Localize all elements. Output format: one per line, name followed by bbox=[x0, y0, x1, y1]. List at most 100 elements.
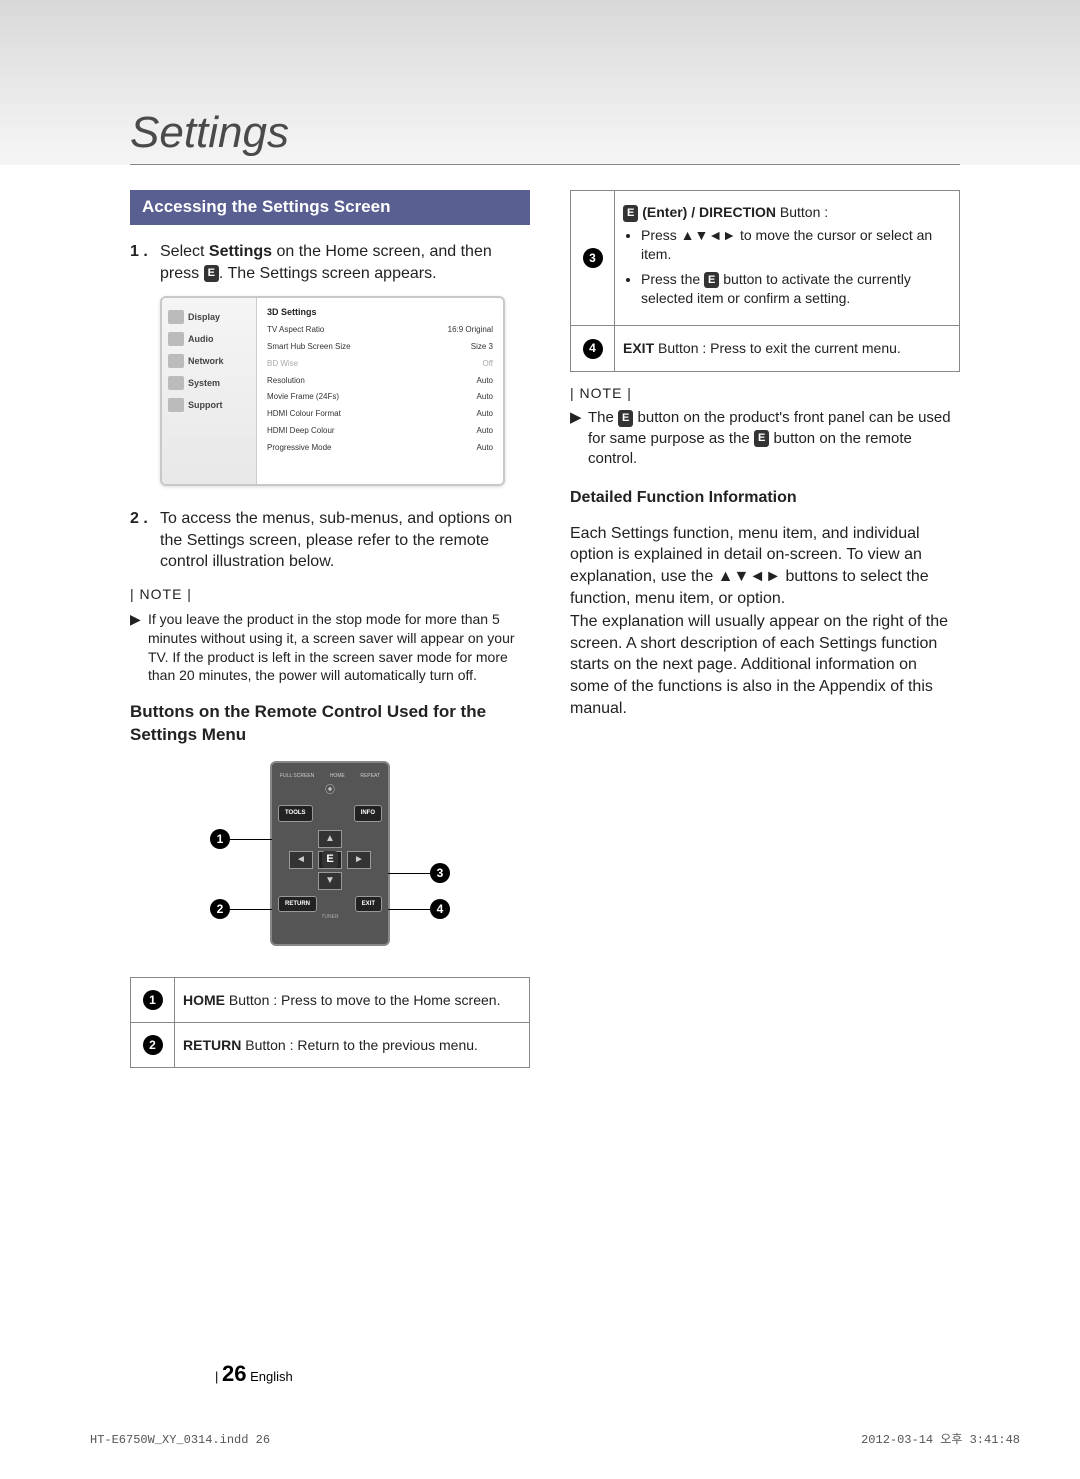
sc-row-8: Progressive Mode Auto bbox=[267, 440, 493, 457]
page-number-value: 26 bbox=[222, 1361, 246, 1386]
sidebar-label-support: Support bbox=[188, 399, 223, 411]
callout-2-line bbox=[230, 909, 272, 910]
return-bold: RETURN bbox=[183, 1037, 241, 1053]
button-table-right: 3 E (Enter) / DIRECTION Button : Press ▲… bbox=[570, 190, 960, 372]
detailed-heading: Detailed Function Information bbox=[570, 487, 960, 509]
numcell-4: 4 bbox=[571, 326, 615, 371]
sc-row-4-value: Auto bbox=[477, 376, 493, 387]
remote-mid-row: TOOLS INFO bbox=[278, 805, 382, 821]
bullet-2: Press the E button to activate the curre… bbox=[641, 270, 951, 308]
sc-row-8-label: Progressive Mode bbox=[267, 443, 331, 454]
step-1: 1 . Select Settings on the Home screen, … bbox=[130, 241, 530, 284]
sc-row-6-label: HDMI Colour Format bbox=[267, 409, 341, 420]
sidebar-label-system: System bbox=[188, 377, 220, 389]
bullet-2-a: Press the bbox=[641, 271, 704, 287]
callout-4-line bbox=[388, 909, 430, 910]
step-2-number: 2 . bbox=[130, 508, 160, 573]
callout-4: 4 bbox=[430, 899, 450, 919]
subhead-remote: Buttons on the Remote Control Used for t… bbox=[130, 701, 530, 747]
enter-icon: E bbox=[704, 272, 719, 289]
sidebar-item-display: Display bbox=[166, 306, 252, 328]
enter-icon: E bbox=[204, 265, 219, 282]
left-column: Accessing the Settings Screen 1 . Select… bbox=[130, 190, 530, 1068]
sc-row-2-value: Size 3 bbox=[471, 342, 493, 353]
page-title: Settings bbox=[130, 108, 960, 165]
button-table-left: 1 HOME Button : Press to move to the Hom… bbox=[130, 977, 530, 1068]
sc-row-7-label: HDMI Deep Colour bbox=[267, 426, 335, 437]
cell-return: RETURN Button : Return to the previous m… bbox=[175, 1023, 530, 1068]
num-badge-1: 1 bbox=[143, 990, 163, 1010]
num-badge-2: 2 bbox=[143, 1035, 163, 1055]
dpad-left-icon: ◄ bbox=[289, 851, 313, 869]
remote-diagram: FULL SCREEN HOME REPEAT ⦿ TOOLS INFO ▲ ◄… bbox=[210, 761, 450, 961]
cell-exit: EXIT Button : Press to exit the current … bbox=[615, 326, 960, 371]
sidebar-item-support: Support bbox=[166, 394, 252, 416]
home-bold: HOME bbox=[183, 992, 225, 1008]
screenshot-sidebar: Display Audio Network System Support bbox=[162, 298, 257, 484]
step-2: 2 . To access the menus, sub-menus, and … bbox=[130, 508, 530, 573]
cell-enter-direction: E (Enter) / DIRECTION Button : Press ▲▼◄… bbox=[615, 191, 960, 326]
remote-bottom-label: TUNER bbox=[278, 914, 382, 921]
remote-top-labels: FULL SCREEN HOME REPEAT bbox=[278, 769, 382, 782]
dpad-right-icon: ► bbox=[347, 851, 371, 869]
step-1-text-a: Select bbox=[160, 243, 209, 260]
sc-row-6: HDMI Colour FormatAuto bbox=[267, 406, 493, 423]
sc-row-3-label: BD Wise bbox=[267, 359, 298, 370]
sidebar-label-audio: Audio bbox=[188, 333, 214, 345]
sc-row-4-label: Resolution bbox=[267, 376, 305, 387]
note-1-label: | NOTE | bbox=[130, 585, 530, 604]
sidebar-label-display: Display bbox=[188, 311, 220, 323]
step-1-bold: Settings bbox=[209, 243, 272, 260]
audio-icon bbox=[168, 332, 184, 346]
page-number: | 26 English bbox=[215, 1361, 293, 1387]
sidebar-item-audio: Audio bbox=[166, 328, 252, 350]
sc-row-1-label: TV Aspect Ratio bbox=[267, 325, 324, 336]
remote-bottom-row: RETURN EXIT bbox=[278, 896, 382, 912]
step-1-number: 1 . bbox=[130, 241, 160, 284]
remote-label-home: HOME bbox=[330, 773, 345, 780]
settings-screenshot: Display Audio Network System Support 3D … bbox=[160, 296, 505, 486]
sc-row-5: Movie Frame (24Fs)Auto bbox=[267, 389, 493, 406]
table-row: 4 EXIT Button : Press to exit the curren… bbox=[571, 326, 960, 371]
cell-home: HOME Button : Press to move to the Home … bbox=[175, 978, 530, 1023]
dpad-up-icon: ▲ bbox=[318, 830, 342, 848]
callout-3-line bbox=[388, 873, 430, 874]
numcell-1: 1 bbox=[131, 978, 175, 1023]
sidebar-item-network: Network bbox=[166, 350, 252, 372]
callout-1: 1 bbox=[210, 829, 230, 849]
direction-text: Button : bbox=[776, 204, 828, 220]
sidebar-label-network: Network bbox=[188, 355, 224, 367]
note-2-text: The E button on the product's front pane… bbox=[588, 408, 960, 469]
remote-label-fullscreen: FULL SCREEN bbox=[280, 773, 314, 780]
sc-row-2: Smart Hub Screen Size Size 3 bbox=[267, 339, 493, 356]
enter-icon: E bbox=[618, 410, 633, 427]
sc-row-3-value: Off bbox=[482, 359, 493, 370]
exit-bold: EXIT bbox=[623, 340, 654, 356]
table-row: 3 E (Enter) / DIRECTION Button : Press ▲… bbox=[571, 191, 960, 326]
sidebar-item-system: System bbox=[166, 372, 252, 394]
sc-row-2-label: Smart Hub Screen Size bbox=[267, 342, 351, 353]
sc-row-1-value: 16:9 Original bbox=[448, 325, 493, 336]
note-2-body: ▶ The E button on the product's front pa… bbox=[570, 408, 960, 469]
numcell-2: 2 bbox=[131, 1023, 175, 1068]
remote-dpad: ▲ ◄ E ► ▼ bbox=[285, 830, 375, 890]
screenshot-main: 3D Settings TV Aspect Ratio16:9 Original… bbox=[257, 298, 503, 484]
sc-row-4: Resolution Auto bbox=[267, 373, 493, 390]
enter-icon: E bbox=[754, 430, 769, 447]
system-icon bbox=[168, 376, 184, 390]
callout-1-line bbox=[230, 839, 272, 840]
numcell-3: 3 bbox=[571, 191, 615, 326]
num-badge-4: 4 bbox=[583, 339, 603, 359]
table-row: 2 RETURN Button : Return to the previous… bbox=[131, 1023, 530, 1068]
step-2-text: To access the menus, sub-menus, and opti… bbox=[160, 508, 530, 573]
direction-bold: DIRECTION bbox=[699, 204, 776, 220]
step-1-text: Select Settings on the Home screen, and … bbox=[160, 241, 530, 284]
note-1-body: ▶ If you leave the product in the stop m… bbox=[130, 610, 530, 686]
detailed-p1: Each Settings function, menu item, and i… bbox=[570, 523, 960, 609]
return-text: Button : Return to the previous menu. bbox=[241, 1037, 478, 1053]
content-columns: Accessing the Settings Screen 1 . Select… bbox=[130, 190, 960, 1068]
sc-row-8-value: Auto bbox=[477, 443, 493, 454]
sc-row-3: BD Wise Off bbox=[267, 356, 493, 373]
step-1-text-c: . The Settings screen appears. bbox=[219, 265, 437, 282]
note-1-text: If you leave the product in the stop mod… bbox=[148, 610, 530, 686]
